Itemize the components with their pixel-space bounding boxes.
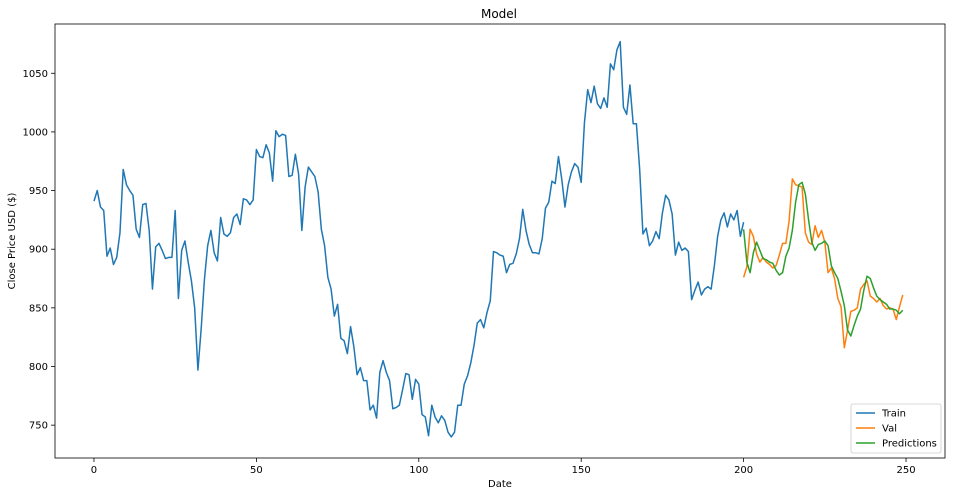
y-tick-label: 750 [29, 421, 48, 432]
y-tick-label: 800 [29, 362, 48, 373]
x-tick-label: 250 [896, 465, 915, 476]
legend-label: Predictions [882, 439, 937, 450]
y-tick-label: 850 [29, 303, 48, 314]
x-tick-label: 150 [572, 465, 591, 476]
series-line-predictions [742, 181, 904, 337]
legend-label: Val [882, 424, 897, 435]
y-tick-label: 900 [29, 245, 48, 256]
series-line-val [742, 178, 904, 349]
x-tick-label: 100 [409, 465, 428, 476]
y-tick-label: 950 [29, 186, 48, 197]
chart-legend: Train Val Predictions [850, 403, 942, 454]
y-tick-label: 1050 [23, 69, 48, 80]
legend-box [850, 403, 942, 454]
plot-area [54, 23, 946, 459]
series-line-train [93, 40, 745, 438]
x-axis-label: Date [488, 479, 512, 490]
x-tick-label: 200 [734, 465, 753, 476]
y-axis-label: Close Price USD ($) [7, 193, 18, 290]
chart-title: Model [481, 7, 517, 21]
legend-label: Train [881, 409, 906, 420]
y-tick-label: 1000 [23, 127, 48, 138]
x-tick-label: 50 [250, 465, 263, 476]
x-tick-label: 0 [91, 465, 97, 476]
